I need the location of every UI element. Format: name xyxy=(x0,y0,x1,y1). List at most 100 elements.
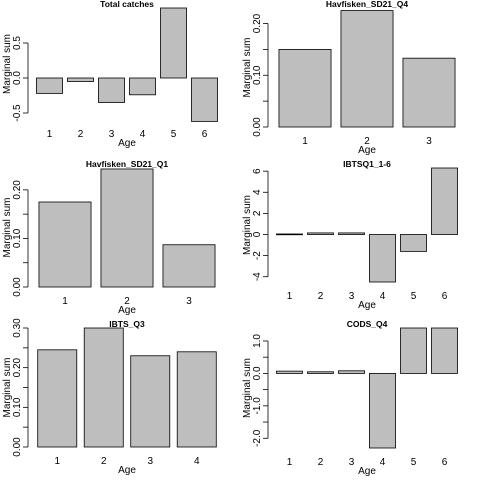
bar-4 xyxy=(176,351,217,448)
x-axis-label: Age xyxy=(358,145,376,156)
y-tick-label: 1.0 xyxy=(252,334,263,348)
bar-3 xyxy=(338,232,365,235)
y-tick-label: 6 xyxy=(252,168,263,174)
x-tick-label: 2 xyxy=(318,457,324,468)
y-tick-label: 0.00 xyxy=(12,437,23,457)
bar-4 xyxy=(129,77,156,96)
y-tick-label: 2 xyxy=(252,210,263,216)
bar-2 xyxy=(340,10,394,128)
chart-title: IBTSQ1_1-6 xyxy=(343,159,391,169)
y-tick-label: 0.20 xyxy=(12,180,23,200)
bar-2 xyxy=(100,168,154,288)
bar-6 xyxy=(191,77,218,122)
x-tick-label: 5 xyxy=(411,457,417,468)
bar-3 xyxy=(162,244,216,288)
x-tick-label: 3 xyxy=(109,129,115,140)
x-tick-label: 1 xyxy=(287,457,293,468)
x-tick-label: 2 xyxy=(124,296,130,307)
bar-2 xyxy=(307,371,334,374)
chart-panel-3: Havfisken_SD21_Q1 1 2 3 0.00 0.10 0.20 Age Margi… xyxy=(2,159,216,316)
bar-6 xyxy=(431,327,458,374)
chart-title: Havfisken_SD21_Q1 xyxy=(86,159,168,169)
x-tick-label: 2 xyxy=(78,129,84,140)
x-tick-label: 4 xyxy=(194,456,200,467)
bar-1 xyxy=(278,48,332,128)
y-tick-label: 0.5 xyxy=(12,36,23,50)
x-tick-label: 1 xyxy=(287,291,293,302)
y-tick-label: 0.20 xyxy=(252,13,263,33)
y-tick-label: -4 xyxy=(252,272,263,281)
x-tick-label: 4 xyxy=(380,457,386,468)
x-axis-label: Age xyxy=(358,466,376,477)
y-tick-label: -1.0 xyxy=(252,397,263,415)
bar-2 xyxy=(307,232,334,235)
bar-2 xyxy=(67,77,94,82)
bar-5 xyxy=(160,7,187,79)
chart-title: IBTS_Q3 xyxy=(109,319,145,329)
x-tick-label: 3 xyxy=(349,291,355,302)
bar-3 xyxy=(98,77,125,103)
y-tick-label: 0.10 xyxy=(12,397,23,417)
bar-5 xyxy=(400,234,427,252)
bar-1 xyxy=(276,233,303,236)
bar-3 xyxy=(130,355,171,448)
y-tick-label: 0.0 xyxy=(12,71,23,85)
chart-title: Havfisken_SD21_Q4 xyxy=(326,0,408,9)
bar-1 xyxy=(37,349,78,448)
x-axis-label: Age xyxy=(358,300,376,311)
x-tick-label: 2 xyxy=(101,456,107,467)
bar-3 xyxy=(402,57,456,128)
y-axis-label: Marginal sum xyxy=(242,195,253,255)
y-tick-label: 0 xyxy=(252,231,263,237)
y-tick-label: 0.00 xyxy=(12,277,23,297)
x-axis-label: Age xyxy=(118,305,136,316)
y-tick-label: 0.00 xyxy=(252,117,263,137)
x-tick-label: 5 xyxy=(171,129,177,140)
bar-4 xyxy=(369,234,396,283)
chart-panel-4: IBTSQ1_1-6 1 2 3 4 5 6 -4 -2 0 2 4 6 Age Marginal sum xyxy=(242,159,458,311)
x-tick-label: 3 xyxy=(186,296,192,307)
y-tick-label: 0.0 xyxy=(252,366,263,380)
bar-4 xyxy=(369,373,396,449)
x-tick-label: 1 xyxy=(54,456,60,467)
x-tick-label: 1 xyxy=(62,296,68,307)
x-tick-label: 3 xyxy=(426,136,432,147)
chart-panel-2: Havfisken_SD21_Q4 1 2 3 0.00 0.10 0.20 Age Margi… xyxy=(242,0,456,156)
y-axis-label: Marginal sum xyxy=(242,37,253,97)
y-axis-label: Marginal sum xyxy=(2,197,13,257)
bar-6 xyxy=(431,167,458,235)
y-axis-label: Marginal sum xyxy=(2,357,13,417)
y-tick-label: 0.20 xyxy=(12,357,23,377)
y-tick-label: -0.5 xyxy=(12,104,23,122)
x-tick-label: 3 xyxy=(147,456,153,467)
y-tick-label: 0.30 xyxy=(12,318,23,338)
y-tick-label: 4 xyxy=(252,189,263,195)
x-tick-label: 2 xyxy=(364,136,370,147)
bar-3 xyxy=(338,370,365,374)
x-tick-label: 1 xyxy=(47,129,53,140)
y-axis-label: Marginal sum xyxy=(2,34,13,94)
chart-panel-6: CODS_Q4 1 2 3 4 5 6 -2.0 -1.0 0.0 1.0 Age Marginal s… xyxy=(242,319,458,477)
x-tick-label: 3 xyxy=(349,457,355,468)
y-axis-label: Marginal sum xyxy=(242,358,253,418)
y-tick-label: -2 xyxy=(252,251,263,260)
chart-title: Total catches xyxy=(100,0,154,9)
bar-1 xyxy=(276,370,303,374)
y-tick-label: 0.10 xyxy=(12,228,23,248)
y-tick-label: 0.10 xyxy=(252,65,263,85)
bar-1 xyxy=(38,201,92,288)
x-axis-label: Age xyxy=(118,465,136,476)
chart-panel-1: Total catches 1 2 3 4 5 6 -0.5 0.0 0.5 Age Marginal… xyxy=(2,0,218,149)
chart-title: CODS_Q4 xyxy=(347,319,388,329)
y-tick-label: -2.0 xyxy=(252,429,263,447)
x-tick-label: 6 xyxy=(442,291,448,302)
x-tick-label: 4 xyxy=(380,291,386,302)
x-tick-label: 6 xyxy=(442,457,448,468)
x-tick-label: 1 xyxy=(302,136,308,147)
x-tick-label: 6 xyxy=(202,129,208,140)
x-tick-label: 2 xyxy=(318,291,324,302)
x-tick-label: 5 xyxy=(411,291,417,302)
bar-2 xyxy=(83,327,124,448)
chart-panel-5: IBTS_Q3 1 2 3 4 0.00 0.10 0.20 0.30 Age Marginal s… xyxy=(2,318,217,476)
